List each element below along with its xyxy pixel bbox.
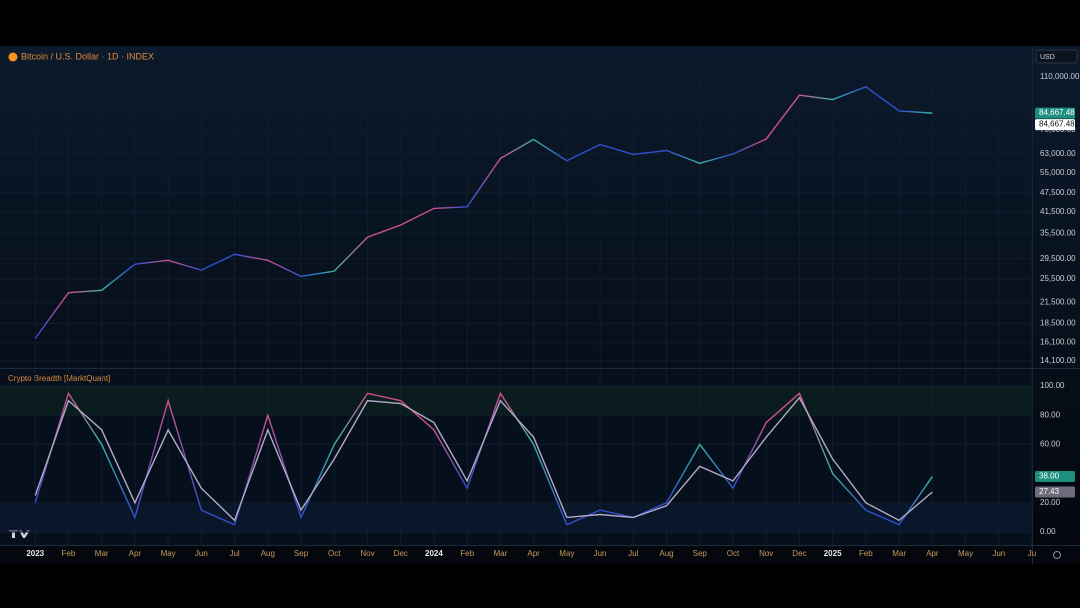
y-tick-label: 41,500.00 [1040, 207, 1076, 216]
btc-icon [8, 52, 18, 62]
price-badge [1035, 119, 1075, 131]
overbought-zone [0, 386, 1032, 416]
x-tick-label: Apr [527, 549, 540, 558]
x-tick-label: 2025 [824, 549, 842, 558]
chart-title: Bitcoin / U.S. Dollar · 1D · INDEX [21, 51, 154, 61]
x-tick-label: Sep [693, 549, 708, 558]
indicator-title: Crypto Breadth [MarktQuant] [8, 374, 110, 383]
series-line [34, 396, 933, 522]
x-tick-label: Mar [95, 549, 109, 558]
x-tick-label: Feb [62, 549, 76, 558]
last-value-label: 84,667.48 [1039, 108, 1075, 117]
x-tick-label: Oct [727, 549, 740, 558]
y-tick-label: 63,000.00 [1040, 149, 1076, 158]
currency-button[interactable] [1035, 49, 1078, 64]
last-value-badge [1035, 107, 1075, 119]
x-tick-label: May [958, 549, 973, 558]
y-tick-label: 100.00 [1040, 381, 1065, 390]
x-tick-label: Ju [1028, 549, 1036, 558]
y-tick-label: 16,100.00 [1040, 338, 1076, 347]
oversold-zone [0, 502, 1032, 533]
x-tick-label: Dec [394, 549, 408, 558]
x-tick-label: Oct [328, 549, 341, 558]
y-tick-label: 0.00 [1040, 527, 1056, 536]
y-tick-label: 35,500.00 [1040, 228, 1076, 237]
x-tick-label: Sep [294, 549, 309, 558]
x-tick-label: Feb [460, 549, 474, 558]
series-line [34, 86, 933, 339]
price-label: 84,667.48 [1039, 120, 1075, 129]
x-tick-label: Mar [892, 549, 906, 558]
currency-label[interactable]: USD [1040, 54, 1055, 61]
y-tick-label: 21,500.00 [1040, 298, 1076, 307]
y-tick-label: 55,000.00 [1040, 168, 1076, 177]
x-tick-label: 2024 [425, 549, 443, 558]
last-value-badge [1035, 486, 1075, 498]
x-tick-label: Dec [792, 549, 806, 558]
x-tick-label: Jul [628, 549, 638, 558]
x-tick-label: Jun [992, 549, 1005, 558]
y-tick-label: 60.00 [1040, 440, 1061, 449]
y-tick-label: 80.00 [1040, 410, 1061, 419]
x-tick-label: Apr [926, 549, 939, 558]
x-tick-label: Mar [493, 549, 507, 558]
y-tick-label: 47,500.00 [1040, 188, 1076, 197]
x-tick-label: May [161, 549, 176, 558]
last-value-label: 27.43 [1039, 487, 1060, 496]
x-tick-label: Nov [759, 549, 773, 558]
x-tick-label: Feb [859, 549, 873, 558]
y-tick-label: 14,100.00 [1040, 356, 1076, 365]
y-tick-label: 29,500.00 [1040, 254, 1076, 263]
x-tick-label: Aug [659, 549, 673, 558]
last-value-badge [1035, 471, 1075, 483]
y-tick-label: 25,500.00 [1040, 274, 1076, 283]
x-tick-label: Jul [229, 549, 239, 558]
x-tick-label: Aug [261, 549, 275, 558]
x-tick-label: Apr [129, 549, 142, 558]
y-tick-label: 18,500.00 [1040, 319, 1076, 328]
x-tick-label: Nov [360, 549, 374, 558]
x-tick-label: Jun [594, 549, 607, 558]
last-value-label: 38.00 [1039, 472, 1060, 481]
settings-icon[interactable] [1053, 551, 1061, 559]
y-tick-label: 110,000.00 [1040, 72, 1080, 81]
x-tick-label: 2023 [26, 549, 44, 558]
x-tick-label: May [559, 549, 574, 558]
x-tick-label: Jun [195, 549, 208, 558]
y-tick-label: 20.00 [1040, 498, 1061, 507]
